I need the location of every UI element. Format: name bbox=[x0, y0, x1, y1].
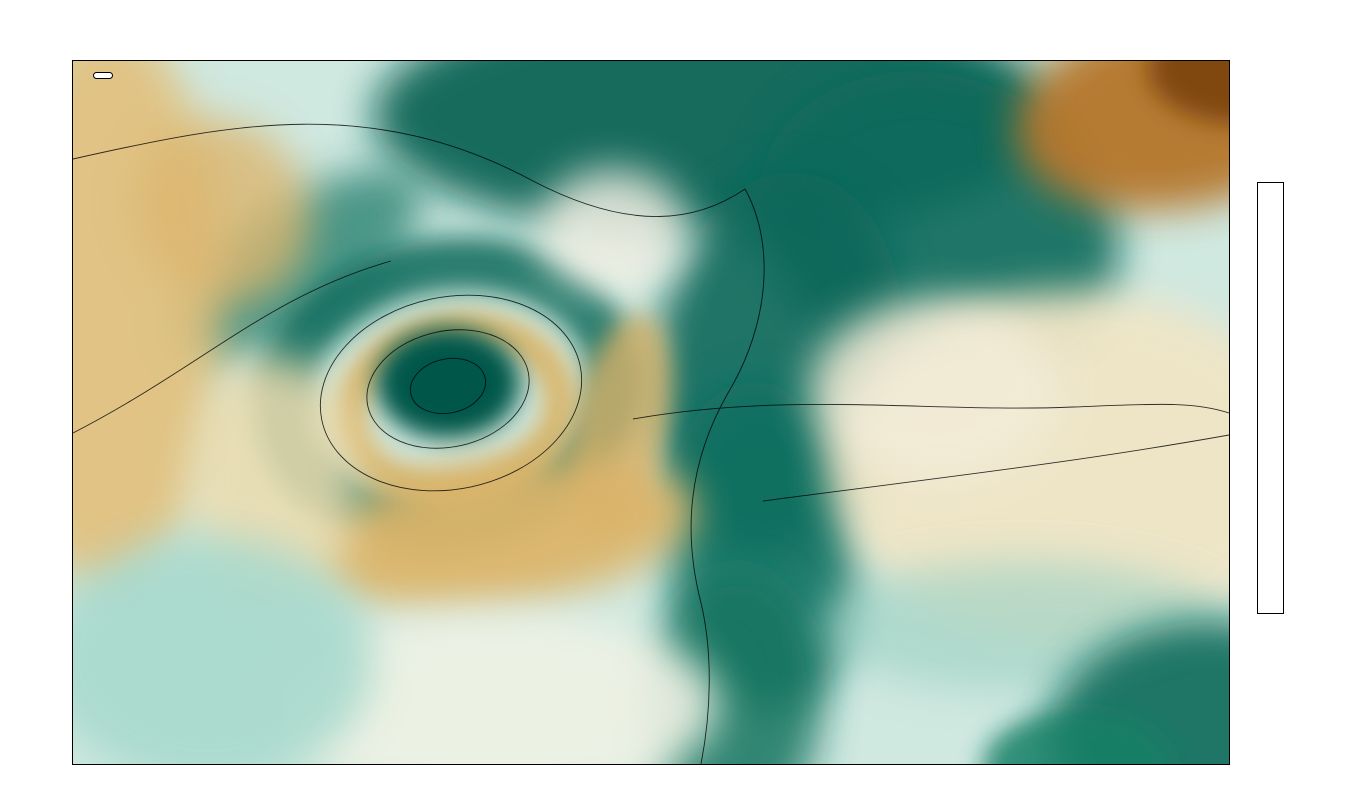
colorbar bbox=[1257, 182, 1284, 614]
colorbar-gradient bbox=[1257, 182, 1284, 614]
map-panel bbox=[72, 60, 1230, 765]
max-wind-badge bbox=[93, 72, 113, 79]
colorbar-ticks bbox=[1284, 202, 1344, 634]
height-contours bbox=[73, 123, 1229, 764]
humidity-map-canvas bbox=[73, 61, 1229, 764]
humidity-field bbox=[73, 61, 1229, 764]
